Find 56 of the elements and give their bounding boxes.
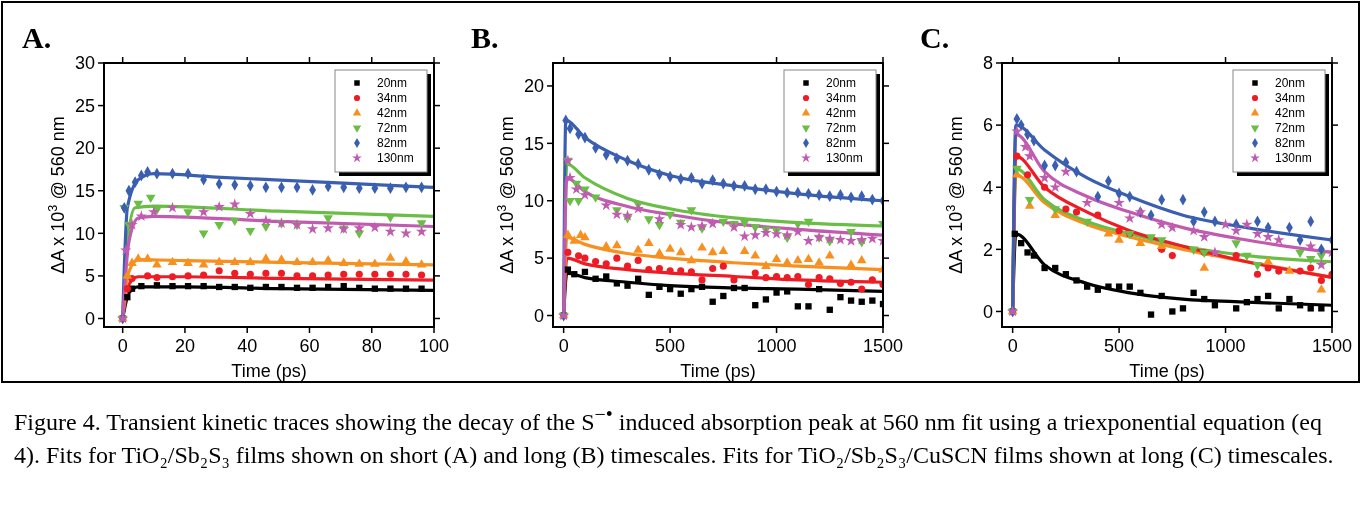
y-tick-label: 10: [74, 223, 95, 244]
x-axis-title: Time (ps): [680, 361, 756, 381]
y-tick-label: 20: [74, 138, 95, 159]
y-tick-label: 2: [982, 239, 993, 260]
x-tick-label: 80: [361, 336, 382, 356]
x-tick-label: 0: [558, 336, 569, 356]
legend-label: 72nm: [826, 121, 857, 136]
legend-label: 72nm: [1275, 121, 1306, 136]
y-tick-label: 20: [523, 76, 544, 97]
x-tick-label: 0: [117, 336, 128, 356]
x-tick-label: 60: [299, 336, 320, 356]
y-tick-label: 0: [84, 308, 95, 329]
y-tick-label: 0: [533, 305, 544, 326]
legend-label: 130nm: [377, 151, 414, 166]
legend-label: 72nm: [377, 121, 408, 136]
y-tick-label: 0: [982, 301, 993, 322]
caption: Figure 4. Transient kinetic traces showing the decay of the S$^{−•}$ induced absorption peak at 560 nm fit using a triexponential equation (eq 4). Fits for TiO₂/Sb₂S₃ films shown on short (A) and long (B) timescales. Fits for TiO₂/Sb₂S₃/CuSCN films shown at long (C) timescales.: [14, 402, 1335, 470]
y-tick-label: 5: [533, 248, 544, 269]
legend-label: 82nm: [1275, 136, 1306, 151]
legend-label: 20nm: [377, 76, 408, 91]
legend-label: 34nm: [826, 91, 857, 106]
x-tick-label: 1500: [862, 336, 904, 356]
y-tick-label: 4: [982, 177, 993, 198]
legend-label: 130nm: [826, 151, 863, 166]
chart-title: B.: [471, 21, 499, 54]
y-tick-label: 6: [982, 115, 993, 136]
y-tick-label: 10: [523, 191, 544, 212]
x-axis-title: Time (ps): [231, 361, 307, 381]
x-tick-label: 1000: [756, 336, 797, 356]
legend-label: 42nm: [377, 106, 408, 121]
x-tick-label: 100: [418, 336, 450, 356]
y-tick-label: 30: [74, 53, 95, 74]
x-tick-label: 500: [655, 336, 686, 356]
chart-title: A.: [22, 21, 52, 54]
y-tick-label: 5: [84, 266, 95, 287]
chart-title: C.: [920, 21, 950, 54]
legend-label: 82nm: [826, 136, 857, 151]
legend-label: 20nm: [1275, 76, 1306, 91]
y-tick-label: 15: [523, 133, 544, 154]
x-tick-label: 1000: [1205, 336, 1246, 356]
legend-label: 130nm: [1275, 151, 1312, 166]
x-tick-label: 0: [1007, 336, 1018, 356]
legend-label: 42nm: [1275, 106, 1306, 121]
x-tick-label: 20: [174, 336, 195, 356]
x-tick-label: 1500: [1311, 336, 1353, 356]
legend-label: 34nm: [1275, 91, 1306, 106]
y-tick-label: 8: [982, 53, 993, 74]
legend-label: 20nm: [826, 76, 857, 91]
y-tick-label: 25: [74, 95, 95, 116]
legend-label: 42nm: [826, 106, 857, 121]
x-tick-label: 40: [237, 336, 258, 356]
legend-label: 34nm: [377, 91, 408, 106]
x-axis-title: Time (ps): [1129, 361, 1205, 381]
legend-label: 82nm: [377, 136, 408, 151]
y-tick-label: 15: [74, 181, 95, 202]
x-tick-label: 500: [1104, 336, 1135, 356]
